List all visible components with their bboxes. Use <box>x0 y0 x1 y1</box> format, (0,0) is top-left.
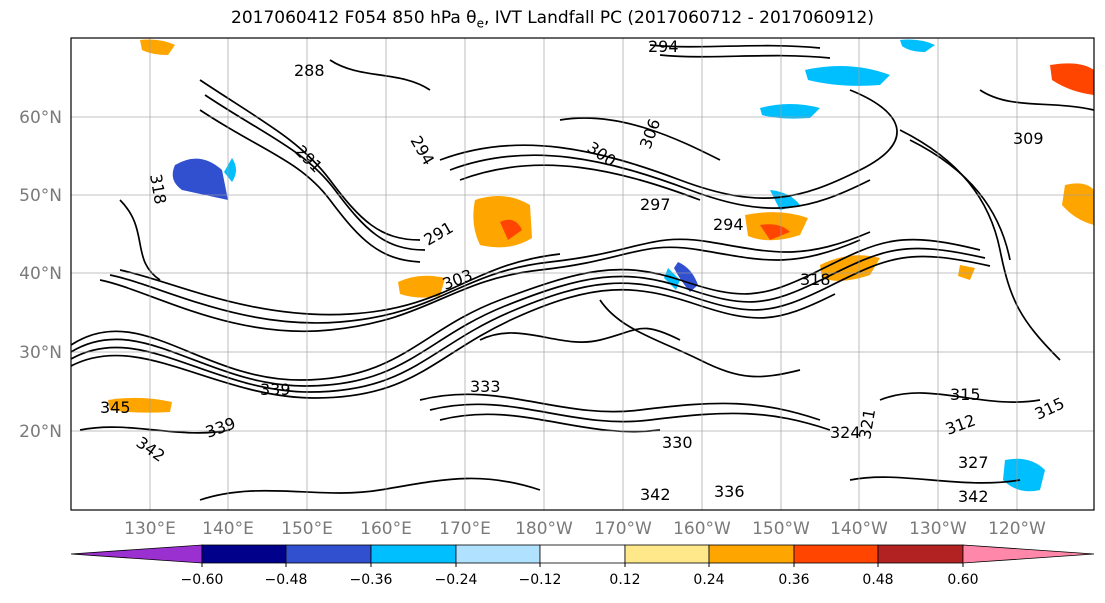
colorbar-tick-label: −0.24 <box>435 572 478 588</box>
colorbar-extend-high <box>962 544 1095 564</box>
lat-label: 20°N <box>19 422 62 442</box>
colorbar-segment <box>793 544 879 564</box>
lon-label: 150°W <box>752 519 810 539</box>
lon-label: 130°E <box>124 519 176 539</box>
contour-label: 339 <box>260 380 291 399</box>
colorbar-tick-label: 0.12 <box>609 572 640 588</box>
lat-label: 40°N <box>19 264 62 284</box>
colorbar-segment <box>624 544 710 564</box>
contour-label: 318 <box>800 270 831 289</box>
figure-title: 2017060412 F054 850 hPa θe, IVT Landfall… <box>231 8 874 31</box>
map-panel: 288 291 291 294 294 294 297 300 303 306 … <box>71 37 1094 510</box>
contour-label: 330 <box>662 433 693 452</box>
colorbar-ticks <box>201 563 964 567</box>
graticule <box>71 38 1094 510</box>
colorbar-tick-labels: −0.60 −0.48 −0.36 −0.24 −0.12 0.12 0.24 … <box>181 572 979 588</box>
lon-label: 150°E <box>281 519 333 539</box>
colorbar: −0.60 −0.48 −0.36 −0.24 −0.12 0.12 0.24 … <box>70 544 1095 588</box>
contour-label: 297 <box>640 195 671 214</box>
colorbar-tick-label: 0.60 <box>947 572 978 588</box>
pc-shading <box>108 39 1094 492</box>
lat-label: 60°N <box>19 108 62 128</box>
lon-label: 140°E <box>202 519 254 539</box>
lon-label: 160°W <box>673 519 731 539</box>
lat-label: 30°N <box>19 343 62 363</box>
contour-label: 288 <box>294 61 325 80</box>
contour-label: 342 <box>640 485 671 504</box>
contour-label: 324 <box>830 423 861 442</box>
contour-label: 294 <box>648 37 679 56</box>
lon-label: 140°W <box>830 519 888 539</box>
contour-label: 315 <box>950 385 981 404</box>
lon-label: 170°E <box>439 519 491 539</box>
colorbar-segment <box>370 544 457 564</box>
colorbar-tick-label: −0.36 <box>350 572 393 588</box>
colorbar-tick-label: −0.12 <box>519 572 562 588</box>
map-frame <box>70 37 1095 511</box>
lon-label: 170°W <box>594 519 652 539</box>
lon-label: 130°W <box>909 519 967 539</box>
colorbar-tick-label: 0.48 <box>862 572 893 588</box>
colorbar-extend-low <box>70 544 203 564</box>
latitude-labels: 60°N 50°N 40°N 30°N 20°N <box>19 108 62 442</box>
contour-label: 336 <box>714 482 745 501</box>
contour-label: 333 <box>470 377 501 396</box>
contour-label: 345 <box>100 398 131 417</box>
colorbar-segment <box>201 544 287 564</box>
colorbar-segment <box>877 544 964 564</box>
contour-label: 342 <box>958 487 989 506</box>
colorbar-tick-label: −0.60 <box>181 572 224 588</box>
colorbar-segment <box>285 544 372 564</box>
lat-label: 50°N <box>19 186 62 206</box>
colorbar-segment <box>455 544 541 564</box>
lon-label: 160°E <box>360 519 412 539</box>
colorbar-segment <box>539 544 626 564</box>
colorbar-tick-label: 0.36 <box>778 572 809 588</box>
colorbar-tick-label: 0.24 <box>693 572 724 588</box>
contour-label: 327 <box>958 453 989 472</box>
colorbar-segment <box>708 544 795 564</box>
colorbar-tick-label: −0.48 <box>265 572 308 588</box>
contour-label: 309 <box>1013 129 1044 148</box>
theta-e-contours <box>71 44 1094 501</box>
colorbar-segments <box>70 544 1095 564</box>
lon-label: 180°W <box>515 519 573 539</box>
lon-label: 120°W <box>988 519 1046 539</box>
longitude-labels: 130°E 140°E 150°E 160°E 170°E 180°W 170°… <box>124 519 1046 539</box>
contour-label: 294 <box>713 215 744 234</box>
